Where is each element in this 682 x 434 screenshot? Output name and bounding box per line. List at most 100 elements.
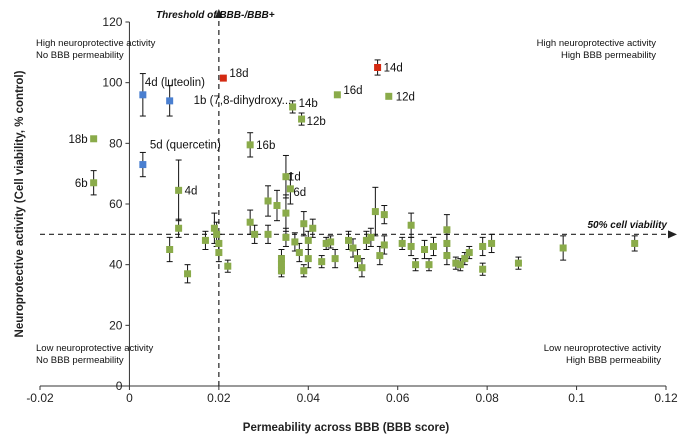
- data-point: [166, 246, 174, 253]
- point-label: 6d: [293, 187, 306, 199]
- x-tick-label: 0.04: [297, 391, 321, 405]
- data-point: [213, 230, 221, 238]
- data-point: [327, 238, 335, 246]
- data-point: [374, 64, 382, 71]
- data-point: [90, 135, 98, 143]
- quadrant-bottom-left-line2: No BBB permeability: [36, 355, 124, 366]
- data-point: [215, 249, 223, 257]
- data-point: [300, 220, 308, 228]
- x-tick-label: 0.08: [475, 391, 499, 405]
- x-tick-label: 0: [126, 391, 133, 405]
- x-tick-label: 0.12: [654, 391, 678, 405]
- data-point: [286, 185, 294, 193]
- data-point: [349, 244, 357, 252]
- data-point: [371, 208, 379, 216]
- data-point: [273, 202, 281, 210]
- point-label: 12d: [396, 91, 415, 103]
- data-point: [210, 224, 218, 232]
- data-point: [461, 255, 469, 263]
- data-point: [412, 261, 420, 269]
- data-point: [331, 255, 339, 263]
- data-point: [304, 255, 312, 263]
- point-label: 6b: [75, 178, 88, 190]
- data-point: [367, 233, 375, 241]
- data-point: [175, 186, 183, 194]
- data-point: [333, 91, 341, 99]
- data-point: [251, 230, 259, 238]
- data-point: [246, 141, 254, 149]
- data-point: [398, 239, 406, 247]
- data-point: [429, 242, 437, 250]
- data-point: [385, 92, 393, 100]
- data-point: [318, 258, 326, 266]
- quadrant-top-left-line2: No BBB permeability: [36, 50, 124, 61]
- data-point: [291, 238, 299, 246]
- data-point: [559, 244, 567, 252]
- data-point: [139, 91, 147, 99]
- point-label: 1b (7,8-dihydroxy...: [194, 95, 292, 107]
- data-point: [425, 261, 433, 269]
- data-point: [322, 239, 330, 247]
- data-point: [282, 173, 290, 181]
- data-point: [479, 242, 487, 250]
- y-tick-label: 100: [102, 76, 122, 90]
- quadrant-top-left-line1: High neuroprotective activity: [36, 38, 156, 49]
- y-tick-label: 60: [109, 197, 123, 211]
- data-point: [353, 255, 361, 263]
- data-point: [201, 236, 209, 244]
- data-point: [443, 239, 451, 247]
- data-point: [277, 267, 285, 275]
- point-label: 14d: [384, 63, 403, 75]
- data-point: [443, 252, 451, 260]
- data-point: [224, 262, 232, 270]
- x-tick-label: 0.1: [568, 391, 585, 405]
- data-point: [300, 267, 308, 275]
- point-label: 1d: [288, 172, 301, 184]
- data-point: [488, 239, 496, 247]
- data-point: [421, 246, 429, 253]
- data-point: [407, 242, 415, 250]
- data-point: [631, 239, 639, 247]
- y-tick-label: 120: [102, 15, 122, 29]
- point-label: 18d: [229, 68, 248, 80]
- data-point: [443, 226, 451, 234]
- data-point: [514, 259, 522, 267]
- x-tick-label: 0.06: [386, 391, 410, 405]
- data-point: [289, 103, 297, 111]
- y-tick-label: 0: [116, 379, 123, 393]
- data-point: [362, 236, 370, 244]
- data-point: [246, 218, 254, 226]
- x-tick-label: -0.02: [26, 391, 54, 405]
- y-axis-title: Neuroprotective activity (Cell viability…: [14, 70, 26, 337]
- quadrant-bottom-left-line1: Low neuroprotective activity: [36, 343, 153, 354]
- data-points: [90, 64, 639, 278]
- point-labels: 18d 14d 4d (luteolin) 1b (7,8-dihydroxy... 5…: [68, 63, 414, 199]
- data-point: [282, 209, 290, 217]
- point-label: 12b: [307, 116, 326, 128]
- data-point: [456, 261, 464, 269]
- point-label: 14b: [299, 98, 318, 110]
- data-point: [380, 241, 388, 249]
- data-point: [465, 249, 473, 257]
- data-point: [166, 97, 174, 105]
- data-point: [277, 255, 285, 263]
- data-point: [358, 264, 366, 272]
- data-point: [139, 161, 147, 169]
- quadrant-bottom-right-line2: High BBB permeability: [566, 355, 661, 366]
- cell-viability-arrow: [668, 230, 677, 239]
- quadrant-bottom-right-line1: Low neuroprotective activity: [544, 343, 661, 354]
- point-label: 4d: [185, 185, 198, 197]
- data-point: [376, 252, 384, 260]
- threshold-arrow: [214, 9, 223, 18]
- reference-lines: [40, 9, 677, 386]
- data-point: [90, 179, 98, 187]
- data-point: [298, 115, 306, 123]
- data-point: [184, 270, 192, 278]
- data-point: [264, 197, 272, 205]
- point-label: 18b: [68, 134, 87, 146]
- data-point: [295, 249, 303, 257]
- data-point: [264, 230, 272, 238]
- cell-viability-label: 50% cell viability: [588, 220, 668, 231]
- y-tick-label: 80: [109, 136, 123, 150]
